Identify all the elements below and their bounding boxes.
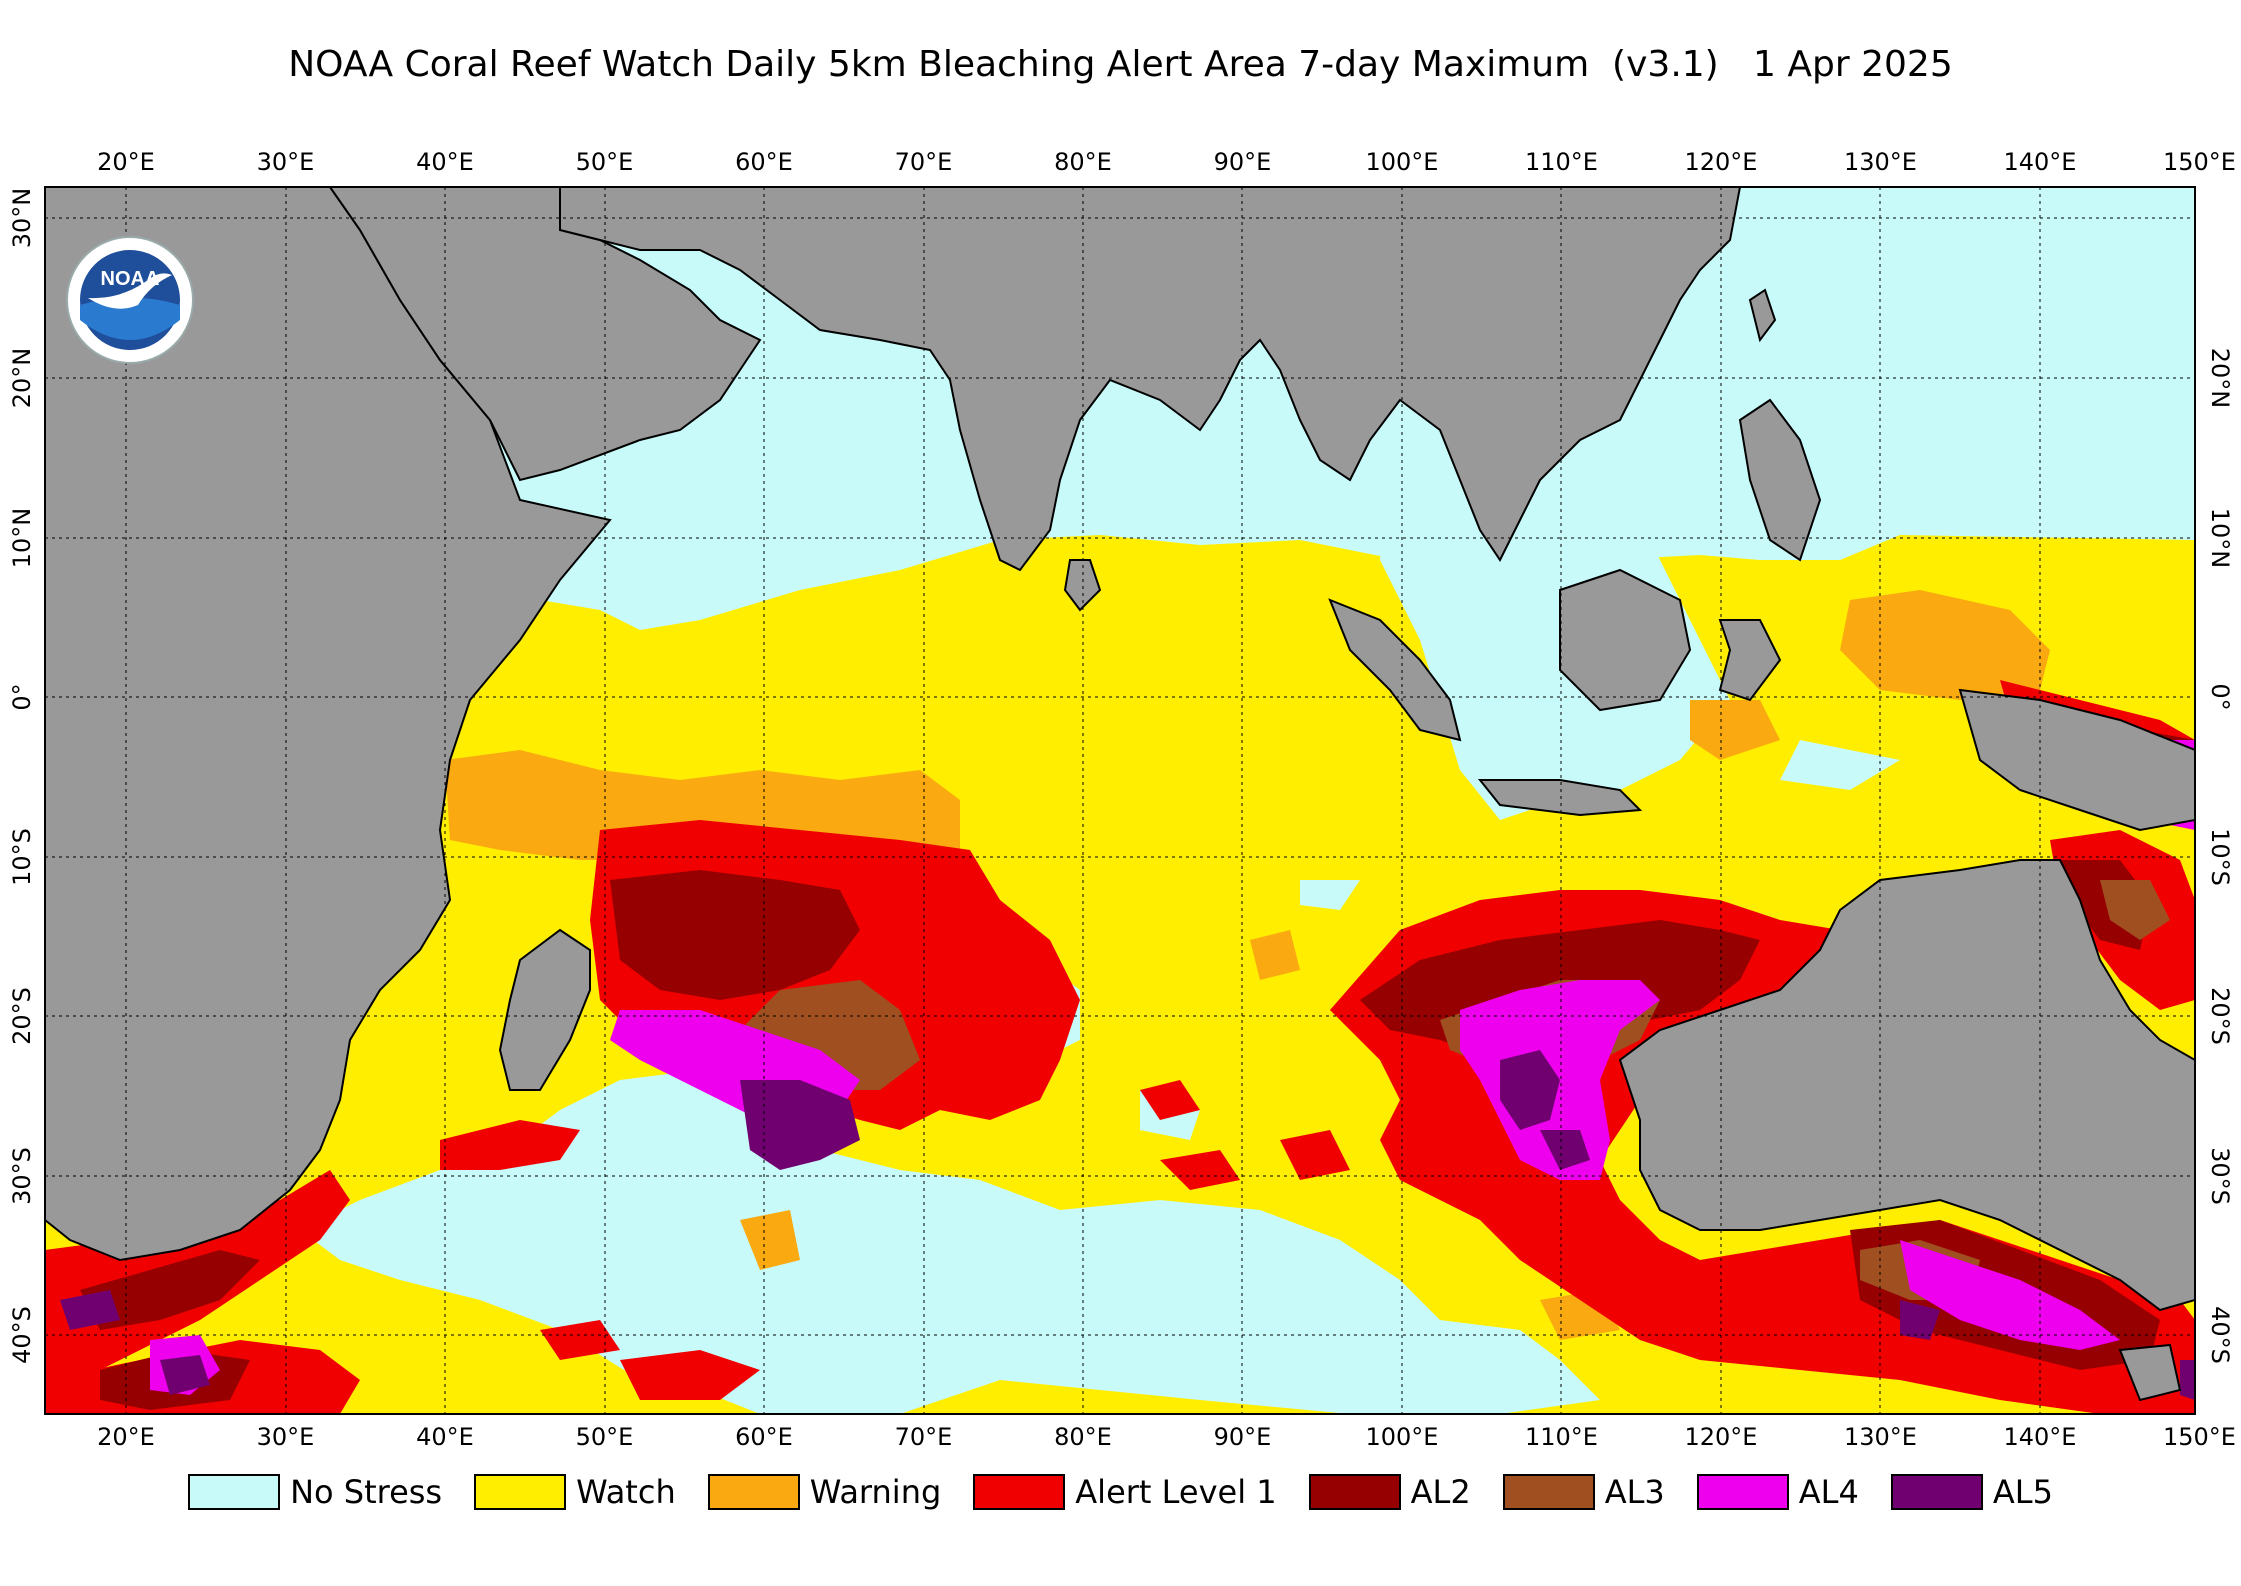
lat-tick-label: 30°N <box>8 188 36 249</box>
lat-tick-label: 20°S <box>8 987 36 1045</box>
bottom-longitude-ticks: 20°E 30°E 40°E 50°E 60°E 70°E 80°E 90°E 100°E 110… <box>97 1423 2236 1451</box>
land-java <box>1477 779 1643 817</box>
land-sulawesi <box>1718 619 1782 702</box>
lat-tick-label: 20°S <box>2206 987 2234 1045</box>
legend-label: AL3 <box>1604 1473 1665 1511</box>
lon-tick-label: 120°E <box>1685 148 1758 176</box>
legend-swatch <box>1696 1474 1789 1510</box>
legend-label: AL2 <box>1410 1473 1471 1511</box>
legend-item: Watch <box>474 1473 676 1511</box>
legend-item: Alert Level 1 <box>973 1473 1277 1511</box>
lat-tick-label: 40°S <box>2206 1306 2234 1364</box>
lon-tick-label: 30°E <box>257 148 315 176</box>
lat-tick-label: 10°N <box>8 508 36 569</box>
land-taiwan <box>1748 288 1777 343</box>
legend-item: Warning <box>707 1473 942 1511</box>
legend-label: AL5 <box>1992 1473 2053 1511</box>
lon-tick-label: 60°E <box>735 1423 793 1451</box>
legend-label: Watch <box>576 1473 676 1511</box>
noaa-logo: NOAA <box>66 236 194 364</box>
lon-tick-label: 50°E <box>576 148 634 176</box>
lon-tick-label: 110°E <box>1525 1423 1598 1451</box>
lon-tick-label: 20°E <box>97 148 155 176</box>
legend-label: Alert Level 1 <box>1075 1473 1277 1511</box>
land-philippines <box>1738 398 1822 562</box>
lon-tick-label: 150°E <box>2163 1423 2236 1451</box>
legend-label: No Stress <box>290 1473 443 1511</box>
lon-tick-label: 70°E <box>895 148 953 176</box>
lon-tick-label: 90°E <box>1214 148 1272 176</box>
land <box>45 187 2195 1402</box>
land-asia <box>559 187 1742 572</box>
legend-swatch <box>188 1474 281 1510</box>
legend-swatch <box>1308 1474 1401 1510</box>
land-australia <box>1618 859 2195 1312</box>
graticule <box>45 187 2195 1414</box>
legend-swatch <box>973 1474 1066 1510</box>
lon-tick-label: 150°E <box>2163 148 2236 176</box>
lat-tick-label: 0° <box>8 683 36 710</box>
lat-tick-label: 30°S <box>2206 1147 2234 1205</box>
lat-tick-label: 10°N <box>2206 508 2234 569</box>
lat-tick-label: 20°N <box>8 348 36 409</box>
al5-regions <box>60 1050 2195 1400</box>
left-latitude-ticks: 30°N 20°N 10°N 0° 10°S 20°S 30°S 40°S <box>8 188 36 1364</box>
lon-tick-label: 80°E <box>1054 148 1112 176</box>
legend-item: No Stress <box>188 1473 442 1511</box>
lon-tick-label: 120°E <box>1685 1423 1758 1451</box>
legend-label: Warning <box>809 1473 942 1511</box>
lon-tick-label: 60°E <box>735 148 793 176</box>
lat-tick-label: 40°S <box>8 1306 36 1364</box>
legend-item: AL3 <box>1502 1473 1665 1511</box>
land-new-guinea <box>1958 688 2195 832</box>
legend-label: AL4 <box>1798 1473 1859 1511</box>
lon-tick-label: 30°E <box>257 1423 315 1451</box>
chart-title: NOAA Coral Reef Watch Daily 5km Bleachin… <box>288 44 1953 85</box>
legend-item: AL4 <box>1696 1473 1859 1511</box>
lat-tick-label: 10°S <box>8 828 36 886</box>
land-sri-lanka <box>1063 559 1102 612</box>
legend-swatch <box>1890 1474 1983 1510</box>
lon-tick-label: 110°E <box>1525 148 1598 176</box>
lon-tick-label: 140°E <box>2004 1423 2077 1451</box>
top-longitude-ticks: 20°E 30°E 40°E 50°E 60°E 70°E 80°E 90°E 100°E 110… <box>97 148 2236 176</box>
lon-tick-label: 140°E <box>2004 148 2077 176</box>
lon-tick-label: 50°E <box>576 1423 634 1451</box>
land-sumatra <box>1328 598 1462 742</box>
legend-item: AL5 <box>1890 1473 2053 1511</box>
legend-item: AL2 <box>1308 1473 1471 1511</box>
legend-swatch <box>474 1474 567 1510</box>
right-latitude-ticks: 20°N 10°N 0° 10°S 20°S 30°S 40°S <box>2206 348 2234 1364</box>
lon-tick-label: 130°E <box>1844 1423 1917 1451</box>
lon-tick-label: 80°E <box>1054 1423 1112 1451</box>
lon-tick-label: 90°E <box>1214 1423 1272 1451</box>
lon-tick-label: 100°E <box>1366 148 1439 176</box>
lon-tick-label: 40°E <box>416 148 474 176</box>
lat-tick-label: 10°S <box>2206 828 2234 886</box>
noaa-logo-text: NOAA <box>101 268 160 290</box>
land-borneo <box>1559 568 1692 712</box>
map-frame <box>44 186 2196 1415</box>
lon-tick-label: 40°E <box>416 1423 474 1451</box>
legend-swatch <box>1502 1474 1595 1510</box>
lat-tick-label: 0° <box>2206 683 2234 710</box>
lon-tick-label: 100°E <box>1366 1423 1439 1451</box>
lon-tick-label: 130°E <box>1844 148 1917 176</box>
lat-tick-label: 30°S <box>8 1147 36 1205</box>
land-madagascar <box>498 928 591 1091</box>
land-tasmania <box>2118 1343 2182 1402</box>
lon-tick-label: 20°E <box>97 1423 155 1451</box>
legend-swatch <box>707 1474 800 1510</box>
lat-tick-label: 20°N <box>2206 348 2234 409</box>
legend: No Stress Watch Warning Alert Level 1 AL2 AL3… <box>0 1468 2241 1516</box>
lon-tick-label: 70°E <box>895 1423 953 1451</box>
